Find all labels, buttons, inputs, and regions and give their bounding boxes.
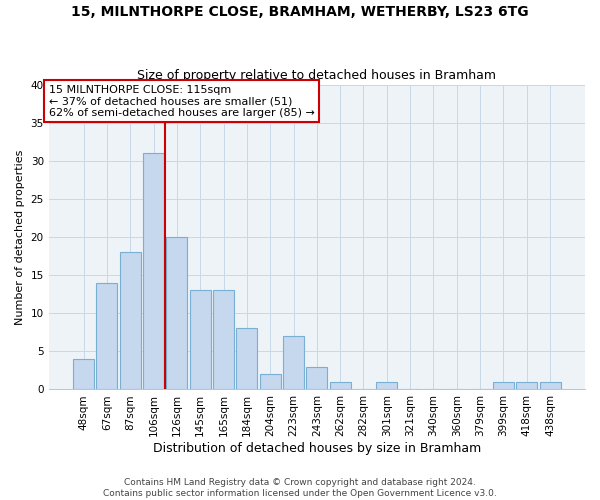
Text: 15, MILNTHORPE CLOSE, BRAMHAM, WETHERBY, LS23 6TG: 15, MILNTHORPE CLOSE, BRAMHAM, WETHERBY,… [71, 5, 529, 19]
Bar [493, 382, 514, 390]
Title: Size of property relative to detached houses in Bramham: Size of property relative to detached ho… [137, 69, 496, 82]
Bar [213, 290, 234, 390]
Bar [236, 328, 257, 390]
Text: 15 MILNTHORPE CLOSE: 115sqm
← 37% of detached houses are smaller (51)
62% of sem: 15 MILNTHORPE CLOSE: 115sqm ← 37% of det… [49, 84, 314, 118]
Bar [97, 282, 118, 390]
X-axis label: Distribution of detached houses by size in Bramham: Distribution of detached houses by size … [153, 442, 481, 455]
Bar [516, 382, 537, 390]
Bar [329, 382, 350, 390]
Bar [143, 153, 164, 390]
Bar [166, 237, 187, 390]
Bar [539, 382, 560, 390]
Bar [73, 359, 94, 390]
Bar [260, 374, 281, 390]
Bar [283, 336, 304, 390]
Bar [190, 290, 211, 390]
Bar [376, 382, 397, 390]
Y-axis label: Number of detached properties: Number of detached properties [15, 150, 25, 324]
Bar [307, 366, 328, 390]
Text: Contains HM Land Registry data © Crown copyright and database right 2024.
Contai: Contains HM Land Registry data © Crown c… [103, 478, 497, 498]
Bar [120, 252, 140, 390]
